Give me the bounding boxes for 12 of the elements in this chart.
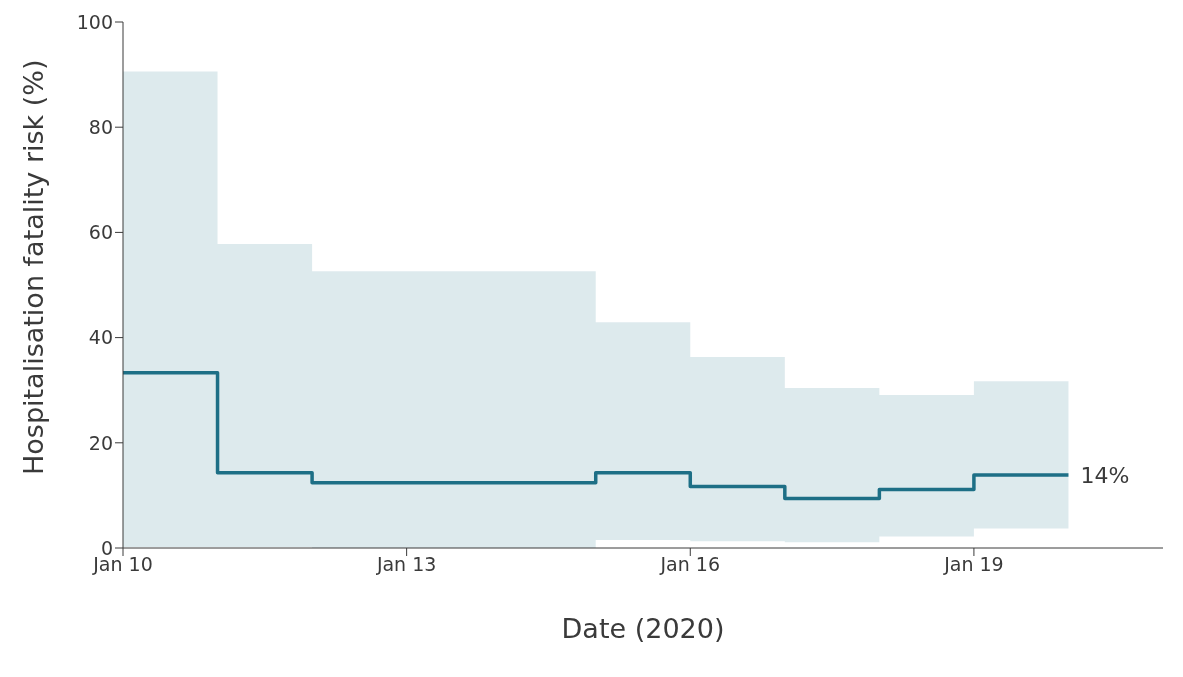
x-tick-label: Jan 16	[659, 553, 721, 576]
y-tick-label: 100	[76, 10, 113, 33]
y-tick-label: 20	[88, 431, 113, 454]
annotation: 14%	[1080, 462, 1130, 488]
y-tick-label: 80	[88, 115, 113, 138]
y-axis-title: Hospitalisation fatality risk (%)	[17, 59, 49, 475]
y-tick-label: 40	[88, 326, 113, 349]
x-tick-label: Jan 13	[375, 553, 437, 576]
x-tick-label: Jan 19	[943, 553, 1004, 576]
y-tick-label: 0	[100, 536, 113, 559]
x-axis-title: Date (2020)	[561, 613, 725, 644]
y-tick-label: 60	[88, 221, 113, 244]
